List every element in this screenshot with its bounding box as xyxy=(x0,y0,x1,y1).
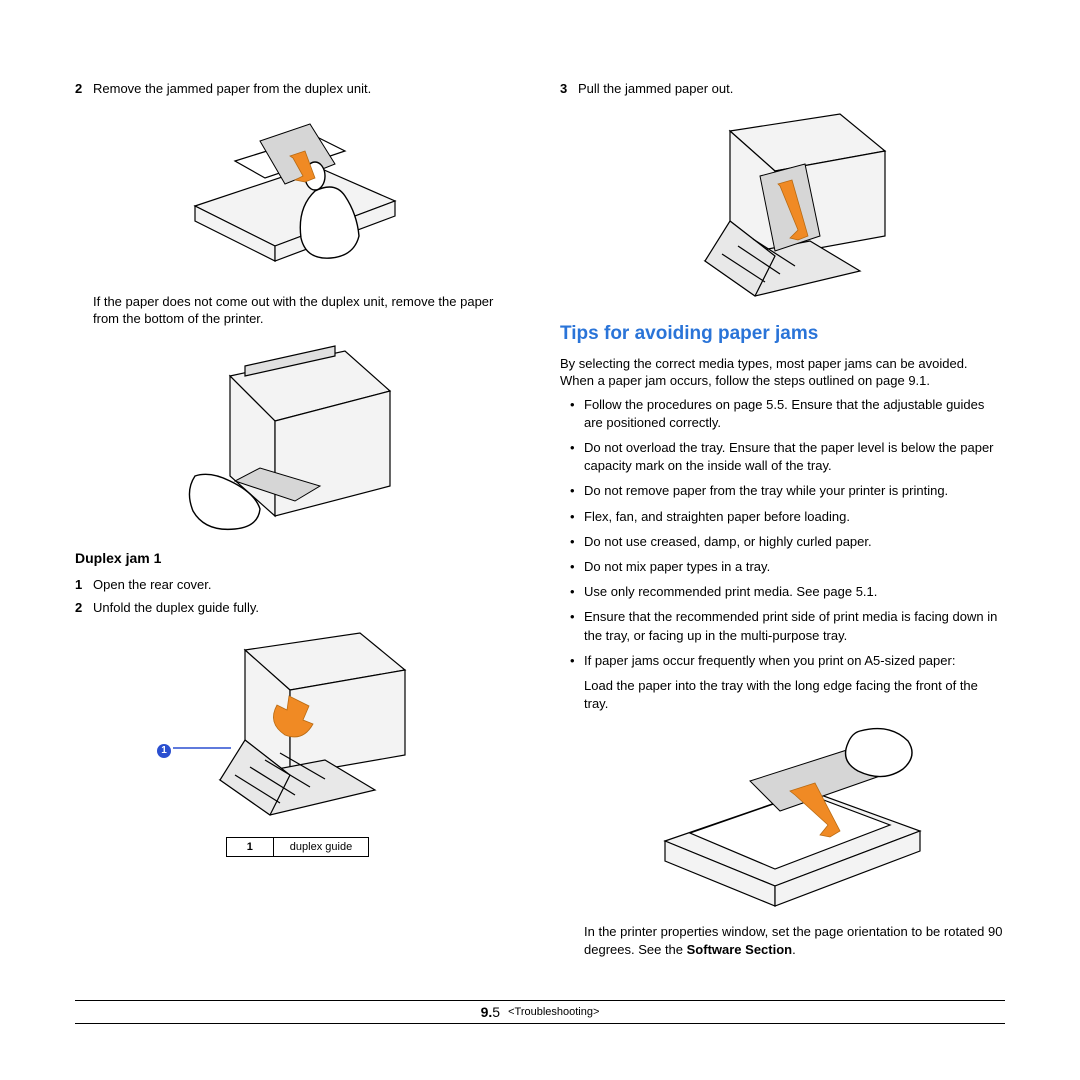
tips-bullets: Follow the procedures on page 5.5. Ensur… xyxy=(560,396,1005,670)
list-item: Follow the procedures on page 5.5. Ensur… xyxy=(574,396,1005,432)
callout-number: 1 xyxy=(157,744,171,758)
list-item: If paper jams occur frequently when you … xyxy=(574,652,1005,670)
illustration-duplex-guide: 1 xyxy=(135,625,435,825)
step-number: 2 xyxy=(75,80,93,98)
closing-paragraph: In the printer properties window, set th… xyxy=(584,923,1005,959)
callout-1: 1 xyxy=(157,740,171,758)
step-text: Remove the jammed paper from the duplex … xyxy=(93,80,371,98)
duplex-step-1: 1 Open the rear cover. xyxy=(75,576,520,594)
page-major: 9. xyxy=(481,1004,493,1020)
step-number: 2 xyxy=(75,599,93,617)
footer-page-number: 9.5 xyxy=(481,1004,500,1020)
table-row: 1 duplex guide xyxy=(226,837,368,856)
step-3: 3 Pull the jammed paper out. xyxy=(560,80,1005,98)
note-text: If the paper does not come out with the … xyxy=(93,293,520,328)
list-item: Do not remove paper from the tray while … xyxy=(574,482,1005,500)
indent-paragraph: Load the paper into the tray with the lo… xyxy=(584,677,1005,713)
closing-text-b: Software Section xyxy=(687,942,792,957)
manual-page: 2 Remove the jammed paper from the duple… xyxy=(0,0,1080,1080)
list-item: Flex, fan, and straighten paper before l… xyxy=(574,508,1005,526)
right-column: 3 Pull the jammed paper out. xyxy=(560,80,1005,966)
illustration-tray-load xyxy=(630,721,940,911)
step-2: 2 Remove the jammed paper from the duple… xyxy=(75,80,520,98)
duplex-jam-subhead: Duplex jam 1 xyxy=(75,550,520,566)
step-text: Pull the jammed paper out. xyxy=(578,80,733,98)
duplex-step-2: 2 Unfold the duplex guide fully. xyxy=(75,599,520,617)
tips-intro: By selecting the correct media types, mo… xyxy=(560,355,1005,390)
illustration-printer-bottom xyxy=(175,336,415,536)
list-item: Do not use creased, damp, or highly curl… xyxy=(574,533,1005,551)
key-label: duplex guide xyxy=(273,837,368,856)
illustration-duplex-remove xyxy=(165,106,425,281)
left-column: 2 Remove the jammed paper from the duple… xyxy=(75,80,520,966)
list-item: Ensure that the recommended print side o… xyxy=(574,608,1005,644)
key-number: 1 xyxy=(226,837,273,856)
step-number: 1 xyxy=(75,576,93,594)
list-item: Do not overload the tray. Ensure that th… xyxy=(574,439,1005,475)
list-item: Use only recommended print media. See pa… xyxy=(574,583,1005,601)
step-text: Unfold the duplex guide fully. xyxy=(93,599,259,617)
footer-line: 9.5 <Troubleshooting> xyxy=(75,1000,1005,1024)
tips-title: Tips for avoiding paper jams xyxy=(560,323,1005,345)
list-item: Do not mix paper types in a tray. xyxy=(574,558,1005,576)
callout-key-table: 1 duplex guide xyxy=(226,837,369,857)
step-text: Open the rear cover. xyxy=(93,576,212,594)
page-minor: 5 xyxy=(492,1004,500,1020)
page-footer: 9.5 <Troubleshooting> xyxy=(75,1000,1005,1024)
footer-chapter: <Troubleshooting> xyxy=(508,1006,599,1018)
illustration-pull-paper xyxy=(650,106,900,301)
step-number: 3 xyxy=(560,80,578,98)
closing-text-c: . xyxy=(792,942,796,957)
two-column-layout: 2 Remove the jammed paper from the duple… xyxy=(75,80,1005,966)
